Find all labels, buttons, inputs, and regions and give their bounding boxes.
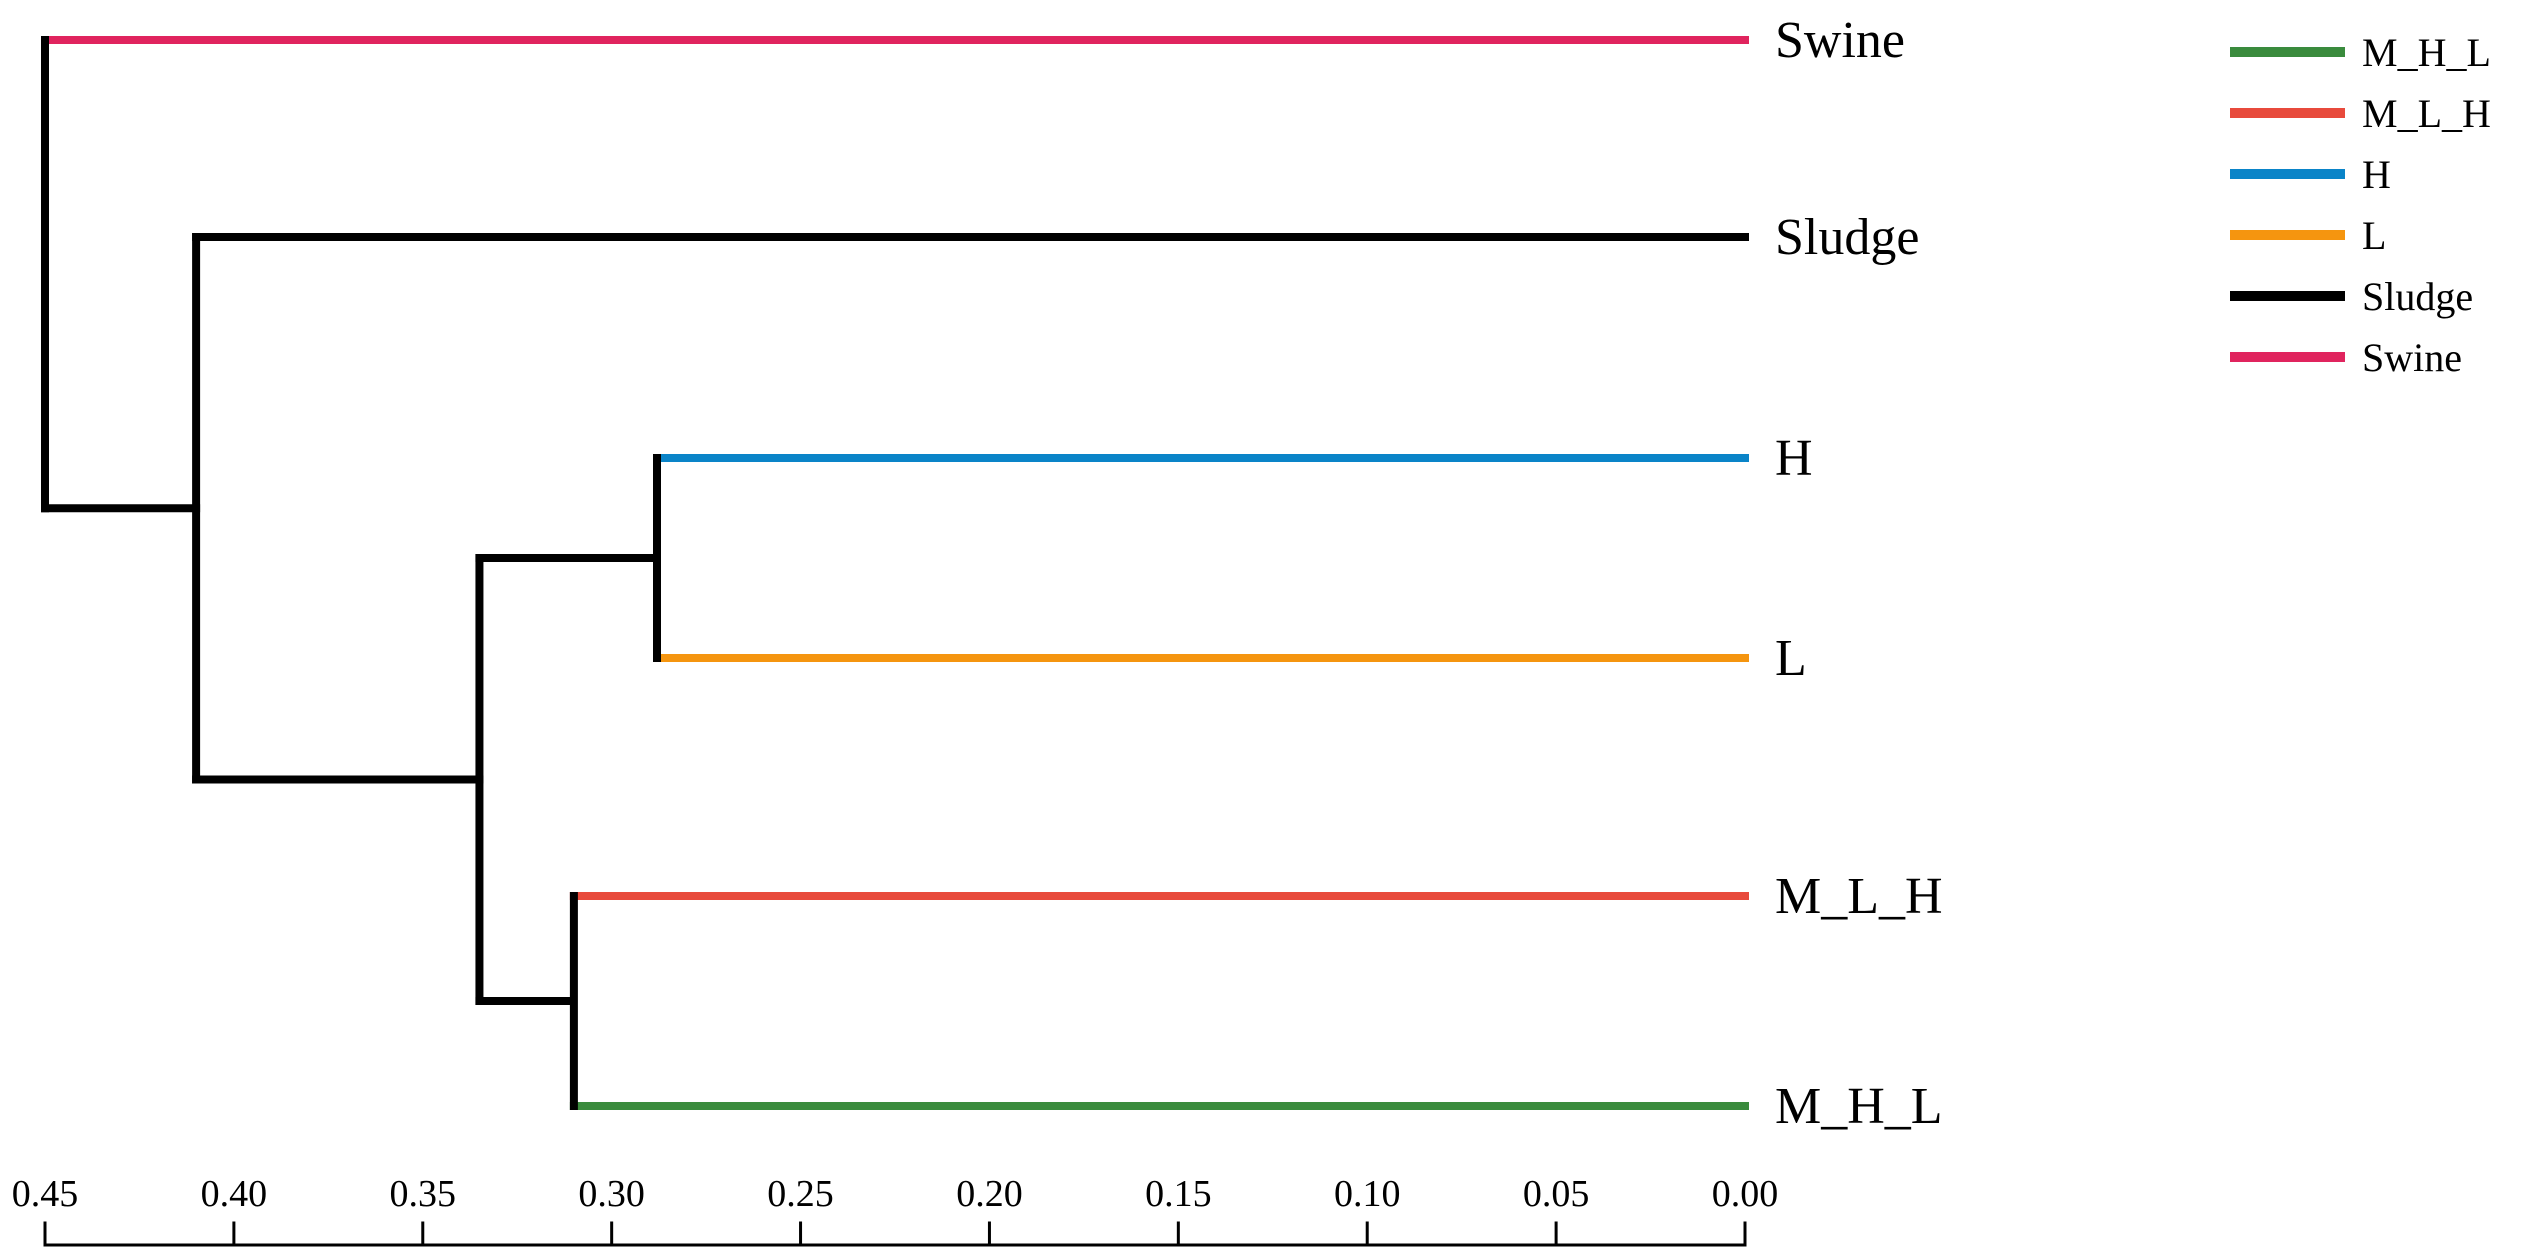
x-tick-label-7: 0.10 — [1334, 1173, 1401, 1215]
leaf-label-m-h-l: M_H_L — [1775, 1078, 1943, 1135]
dendrogram-tree — [41, 36, 1749, 1110]
x-tick-label-9: 0.00 — [1712, 1173, 1779, 1215]
leaf-label-swine: Swine — [1775, 12, 1905, 69]
x-tick-label-3: 0.30 — [578, 1173, 645, 1215]
x-tick-label-5: 0.20 — [956, 1173, 1023, 1215]
x-tick-label-6: 0.15 — [1145, 1173, 1212, 1215]
leaf-labels: Swine Sludge H L M_L_H M_H_L — [1775, 12, 1943, 1135]
legend-label-h: H — [2362, 152, 2391, 197]
legend-label-sludge: Sludge — [2362, 274, 2473, 319]
legend-label-l: L — [2362, 213, 2386, 258]
legend: M_H_L M_L_H HL Sludge Swine — [2230, 30, 2491, 380]
legend-label-m-h-l: M_H_L — [2362, 30, 2491, 75]
x-tick-label-8: 0.05 — [1523, 1173, 1590, 1215]
x-axis: 0.45 0.40 0.35 0.30 0.25 0.20 0.15 0.10 0.05 0.00 — [12, 1173, 1779, 1247]
leaf-label-l: L — [1775, 630, 1807, 687]
x-tick-label-2: 0.35 — [390, 1173, 457, 1215]
x-tick-label-0: 0.45 — [12, 1173, 79, 1215]
leaf-label-h: H — [1775, 430, 1813, 487]
legend-label-swine: Swine — [2362, 335, 2462, 380]
x-tick-label-4: 0.25 — [767, 1173, 834, 1215]
legend-label-m-l-h: M_L_H — [2362, 91, 2491, 136]
x-tick-label-1: 0.40 — [201, 1173, 268, 1215]
leaf-label-sludge: Sludge — [1775, 209, 1919, 266]
leaf-label-m-l-h: M_L_H — [1775, 868, 1943, 925]
